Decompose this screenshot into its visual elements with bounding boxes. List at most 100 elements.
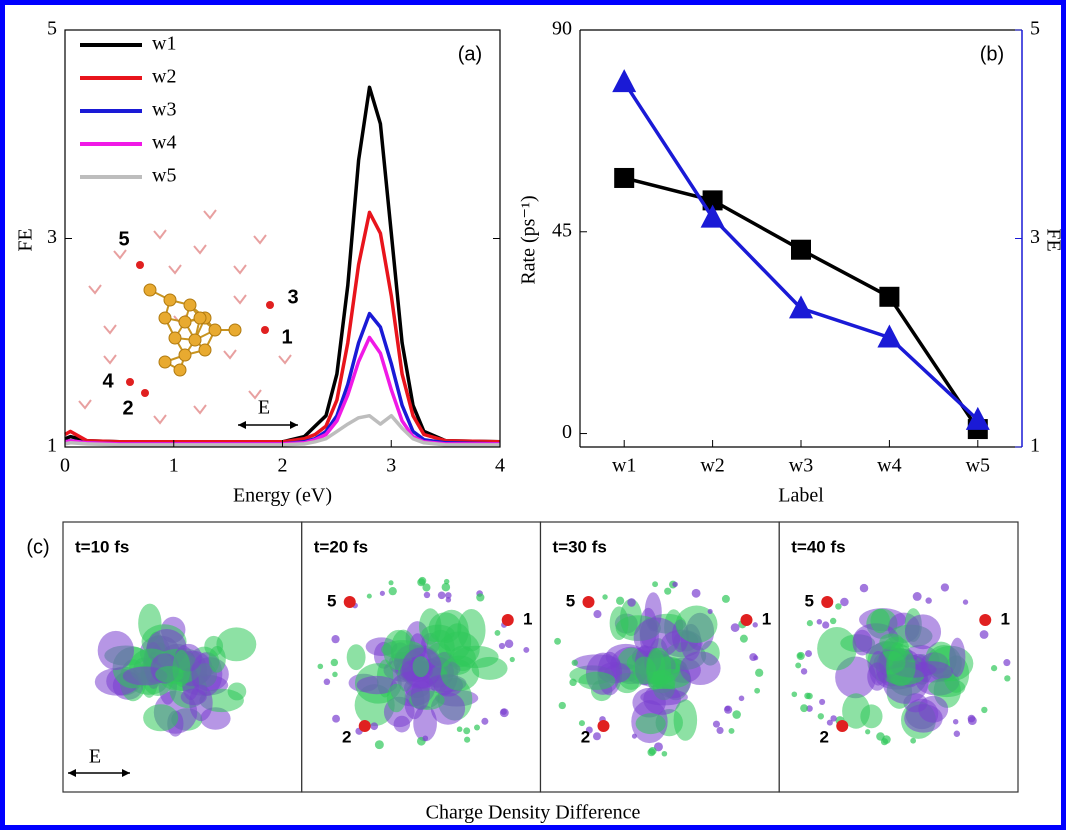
density-lobe xyxy=(675,605,718,644)
water-molecule xyxy=(253,234,267,245)
density-lobe xyxy=(227,682,247,701)
water-density xyxy=(330,658,339,667)
water-density xyxy=(806,705,813,712)
inset-molecule xyxy=(78,209,292,425)
water-density xyxy=(569,678,577,687)
water-density xyxy=(822,621,830,629)
legend-label: w2 xyxy=(152,66,176,88)
panel-label: (c) xyxy=(26,536,49,558)
square-marker xyxy=(702,190,723,211)
water-density xyxy=(912,592,922,601)
water-density xyxy=(317,663,324,670)
water-density xyxy=(865,729,871,735)
water-molecule xyxy=(193,404,207,415)
density-lobe xyxy=(216,627,257,662)
water-density xyxy=(616,596,625,605)
density-lobe xyxy=(410,680,430,711)
gold-atom xyxy=(143,283,157,297)
water-density xyxy=(456,726,463,733)
water-molecule xyxy=(223,349,237,360)
oxygen-atom xyxy=(979,614,992,626)
y-axis-label: FE xyxy=(15,228,37,251)
caption: Charge Density Difference xyxy=(426,802,641,824)
water-density xyxy=(332,714,340,723)
density-lobe xyxy=(904,704,943,733)
gold-atom xyxy=(178,348,192,362)
gold-atom xyxy=(158,311,172,325)
arrow-label: E xyxy=(258,397,270,419)
gold-atom xyxy=(208,323,222,337)
water-density xyxy=(499,708,509,718)
water-density xyxy=(463,727,471,735)
water-density xyxy=(374,740,384,750)
y-tick-label: 0 xyxy=(562,421,572,443)
water-density xyxy=(422,735,429,742)
water-density xyxy=(504,639,514,649)
water-density xyxy=(647,748,656,757)
water-density xyxy=(707,608,713,614)
water-density xyxy=(627,598,636,607)
water-density xyxy=(1004,675,1011,682)
water-density xyxy=(631,733,637,739)
oxygen-atom xyxy=(582,596,595,608)
water-molecule xyxy=(153,229,167,240)
density-lobe xyxy=(817,626,857,671)
water-density xyxy=(664,587,672,595)
x-tick-label: 1 xyxy=(169,455,179,477)
water-density xyxy=(962,599,969,605)
water-molecule xyxy=(233,264,247,275)
water-molecule xyxy=(153,414,167,425)
density-lobe xyxy=(578,671,616,690)
water-molecule xyxy=(103,324,117,335)
gold-atom xyxy=(228,323,242,337)
water-density xyxy=(578,720,585,727)
density-lobe xyxy=(673,699,698,741)
oxygen-atom xyxy=(836,720,849,732)
legend-label: w3 xyxy=(152,99,176,121)
water-density xyxy=(441,582,451,592)
density-image xyxy=(554,580,764,757)
water-density xyxy=(880,738,889,746)
frame-label: 2 xyxy=(581,727,590,746)
density-lobe xyxy=(640,688,688,706)
panel-label: (a) xyxy=(458,43,482,65)
oxygen-atom xyxy=(266,301,274,309)
water-density xyxy=(806,620,813,627)
water-density xyxy=(800,668,808,675)
density-lobe xyxy=(879,633,904,650)
y2-tick-label: 3 xyxy=(1030,226,1040,248)
water-density xyxy=(739,634,748,643)
water-density xyxy=(418,576,427,585)
density-lobe xyxy=(155,666,184,683)
inset-label: 4 xyxy=(102,370,114,392)
density-lobe xyxy=(143,704,179,732)
frame-title: t=20 fs xyxy=(314,537,368,556)
density-lobe xyxy=(204,635,224,657)
water-molecule xyxy=(248,389,262,400)
x-axis-label: Label xyxy=(778,485,824,507)
water-density xyxy=(712,720,720,728)
water-molecule xyxy=(203,209,217,220)
x-tick-label: w2 xyxy=(700,455,724,477)
oxygen-atom xyxy=(261,326,269,334)
density-lobe xyxy=(393,715,411,733)
water-density xyxy=(331,635,340,644)
water-density xyxy=(716,726,724,735)
water-density xyxy=(332,671,338,678)
water-density xyxy=(723,705,733,714)
oxygen-atom xyxy=(136,261,144,269)
water-density xyxy=(797,652,803,659)
density-lobe xyxy=(440,655,480,691)
oxygen-atom xyxy=(358,720,371,732)
density-lobe xyxy=(356,675,398,695)
water-density xyxy=(840,597,849,607)
legend-label: w5 xyxy=(152,165,176,187)
water-density xyxy=(476,593,485,602)
density-lobe xyxy=(413,705,437,742)
water-density xyxy=(509,656,515,663)
water-density xyxy=(728,727,735,734)
frame-title: t=10 fs xyxy=(75,537,129,556)
water-molecule xyxy=(78,399,92,410)
